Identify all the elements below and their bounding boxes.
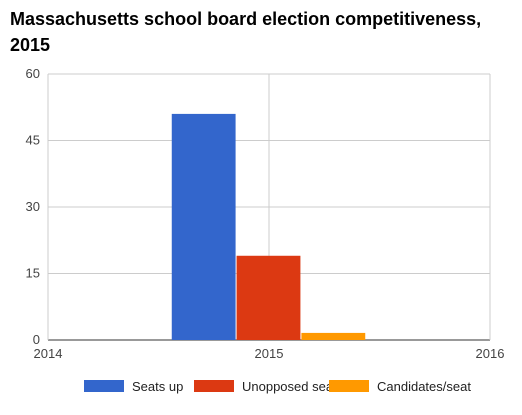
legend-label: Seats up (132, 379, 183, 394)
legend-swatch-unopposed-seats (194, 380, 234, 392)
bar-seats-up (171, 113, 236, 341)
x-tick-label: 2016 (476, 346, 505, 361)
chart-title: Massachusetts school board election comp… (10, 9, 482, 55)
x-tick-label: 2015 (255, 346, 284, 361)
x-tick-label: 2014 (34, 346, 63, 361)
y-tick-label: 60 (26, 66, 40, 81)
bar-candidates-seat (301, 332, 366, 340)
y-tick-label: 0 (33, 332, 40, 347)
y-tick-label: 45 (26, 133, 40, 148)
legend-label: Unopposed seats (242, 379, 344, 394)
legend-label: Candidates/seat (377, 379, 471, 394)
y-tick-label: 30 (26, 199, 40, 214)
bar-unopposed-seats (236, 255, 301, 340)
legend-swatch-seats-up (84, 380, 124, 392)
legend-swatch-candidates-seat (329, 380, 369, 392)
y-tick-label: 15 (26, 266, 40, 281)
